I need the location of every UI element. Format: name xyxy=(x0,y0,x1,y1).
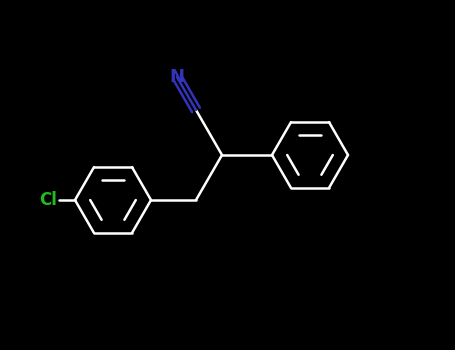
Text: N: N xyxy=(170,68,184,86)
Text: Cl: Cl xyxy=(39,191,57,209)
